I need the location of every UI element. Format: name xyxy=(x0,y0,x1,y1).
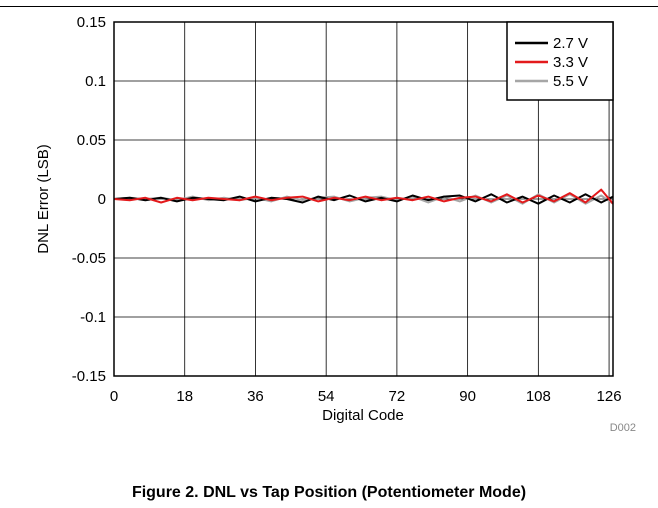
series-line-0 xyxy=(113,193,614,205)
x-axis-label: Digital Code xyxy=(322,407,404,424)
x-tick-label: 72 xyxy=(389,388,406,405)
x-tick-label: 0 xyxy=(110,388,118,405)
y-tick-label: 0.05 xyxy=(77,132,106,149)
y-tick-labels: 0.15 0.1 0.05 0 -0.05 -0.1 -0.15 xyxy=(72,14,106,385)
y-tick-label: -0.05 xyxy=(72,250,106,267)
x-tick-label: 54 xyxy=(318,388,335,405)
dnl-chart: 0.15 0.1 0.05 0 -0.05 -0.1 -0.15 0 18 36 54 72 90 10… xyxy=(35,14,636,434)
legend: 2.7 V 3.3 V 5.5 V xyxy=(506,21,614,101)
x-tick-label: 18 xyxy=(176,388,193,405)
plot-frame xyxy=(113,21,614,377)
x-tick-labels: 0 18 36 54 72 90 108 126 xyxy=(110,388,622,405)
x-tick-label: 90 xyxy=(459,388,476,405)
y-tick-label: 0.1 xyxy=(85,73,106,90)
legend-label: 3.3 V xyxy=(553,54,588,71)
x-tick-label: 126 xyxy=(597,388,622,405)
y-tick-label: 0.15 xyxy=(77,14,106,31)
y-tick-label: -0.1 xyxy=(80,309,106,326)
legend-label: 2.7 V xyxy=(553,35,588,52)
x-tick-label: 36 xyxy=(247,388,264,405)
series-lines xyxy=(113,188,614,205)
y-tick-label: 0 xyxy=(98,191,106,208)
y-axis-label: DNL Error (LSB) xyxy=(35,144,52,253)
series-line-1 xyxy=(113,188,614,205)
figure-caption: Figure 2. DNL vs Tap Position (Potentiom… xyxy=(131,484,527,501)
x-tick-label: 108 xyxy=(526,388,551,405)
y-tick-label: -0.15 xyxy=(72,368,106,385)
legend-label: 5.5 V xyxy=(553,73,588,90)
figure-code-label: D002 xyxy=(610,422,636,434)
top-rule xyxy=(0,6,658,7)
